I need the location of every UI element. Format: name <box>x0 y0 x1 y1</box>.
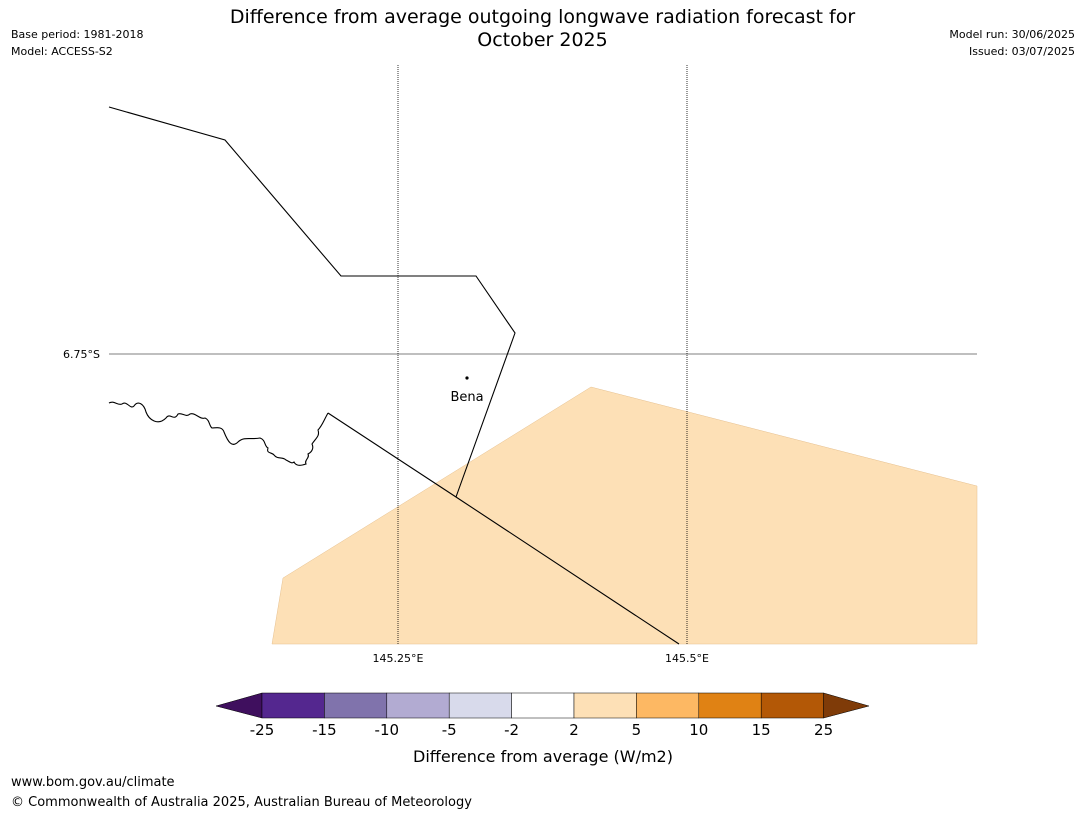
colorbar-ticks: -25 -15 -10 -5 -2 2 5 10 15 25 <box>250 721 833 739</box>
colorbar-extend-low <box>215 692 263 719</box>
latitude-label: 6.75°S <box>63 348 100 361</box>
colorbar-label: Difference from average (W/m2) <box>413 747 673 766</box>
colorbar-tick-label: 5 <box>632 721 642 739</box>
colorbar-segment-8 <box>698 692 762 719</box>
colorbar-segment-3 <box>386 692 450 719</box>
colorbar-segment-4 <box>448 692 512 719</box>
model-text: Model: ACCESS-S2 <box>11 45 113 58</box>
colorbar-segment-5 <box>511 692 575 719</box>
river-boundary <box>108 401 329 466</box>
issued-text: Issued: 03/07/2025 <box>968 45 1075 58</box>
colorbar-tick-label: 2 <box>569 721 579 739</box>
colorbar-segment-2 <box>324 692 388 719</box>
colorbar-segment-9 <box>760 692 824 719</box>
colorbar-tick-label: -15 <box>312 721 337 739</box>
base-period-text: Base period: 1981-2018 <box>11 28 144 41</box>
colorbar-extend-high <box>823 692 870 719</box>
footer-copyright: © Commonwealth of Australia 2025, Austra… <box>11 795 472 810</box>
footer-url: www.bom.gov.au/climate <box>11 775 175 790</box>
province-boundary-north <box>108 106 516 498</box>
anomaly-shading <box>271 386 978 645</box>
bena-marker <box>465 376 469 380</box>
map-title: Difference from average outgoing longwav… <box>0 6 1085 52</box>
model-run-text: Model run: 30/06/2025 <box>949 28 1075 41</box>
colorbar-segment-7 <box>636 692 700 719</box>
province-boundary-south <box>327 412 680 645</box>
colorbar <box>215 692 870 719</box>
colorbar-tick-label: 10 <box>689 721 708 739</box>
colorbar-tick-label: -2 <box>504 721 519 739</box>
colorbar-tick-label: 25 <box>814 721 833 739</box>
colorbar-tick-label: -5 <box>442 721 457 739</box>
bena-label: Bena <box>450 390 483 405</box>
meta-right: Model run: 30/06/2025 Issued: 03/07/2025 <box>949 26 1075 60</box>
colorbar-segment-6 <box>573 692 637 719</box>
map-title-line2: October 2025 <box>477 29 608 51</box>
colorbar-tick-label: 15 <box>752 721 771 739</box>
longitude-label-1: 145.25°E <box>373 652 424 665</box>
colorbar-tick-label: -25 <box>250 721 275 739</box>
longitude-label-2: 145.5°E <box>665 652 709 665</box>
colorbar-segment-1 <box>261 692 325 719</box>
colorbar-tick-label: -10 <box>375 721 400 739</box>
map-title-line1: Difference from average outgoing longwav… <box>229 6 856 28</box>
meta-left: Base period: 1981-2018 Model: ACCESS-S2 <box>11 26 143 60</box>
